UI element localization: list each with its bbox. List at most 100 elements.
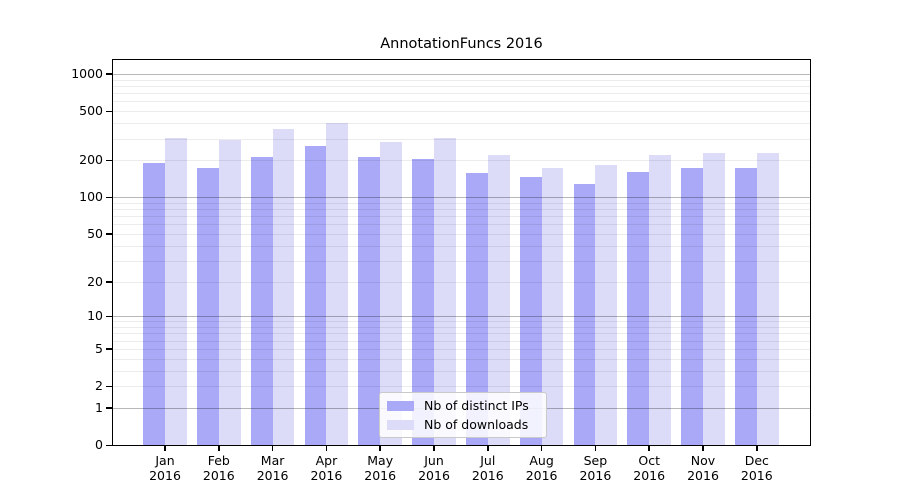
bar-downloads-aug: [541, 168, 564, 445]
y-tick-mark-1: [106, 407, 112, 409]
minor-gridline-20: [113, 281, 810, 283]
minor-gridline-400: [113, 123, 810, 125]
y-tick-label-200: 200: [79, 152, 103, 168]
minor-gridline-4: [113, 358, 810, 360]
bar-distinct-ips-apr: [304, 145, 327, 445]
minor-gridline-60: [113, 224, 810, 226]
x-tick-mark-jan: [164, 445, 166, 451]
bar-distinct-ips-nov: [681, 168, 703, 445]
bar-downloads-dec: [756, 153, 779, 445]
minor-gridline-800: [113, 85, 810, 87]
minor-gridline-3: [113, 370, 810, 372]
legend-swatch-distinct-ips: [387, 400, 414, 411]
bar-distinct-ips-mar: [250, 156, 273, 445]
minor-gridline-300: [113, 138, 810, 140]
minor-gridline-5: [113, 348, 810, 350]
minor-gridline-2: [113, 386, 810, 387]
y-tick-mark-200: [106, 159, 112, 162]
y-tick-label-10: 10: [87, 308, 103, 324]
minor-gridline-40: [113, 245, 810, 247]
x-tick-mark-jul: [487, 445, 489, 451]
bar-downloads-jan: [165, 138, 187, 445]
minor-gridline-6: [113, 340, 810, 342]
y-tick-mark-1000: [106, 73, 112, 75]
x-tick-mark-may: [379, 445, 381, 451]
y-tick-mark-0: [106, 444, 112, 446]
x-tick-label-jun: Jun 2016: [418, 453, 450, 483]
minor-gridline-70: [113, 216, 810, 218]
legend-swatch-downloads: [387, 419, 414, 430]
minor-gridline-700: [113, 93, 810, 95]
major-gridline-1000: [113, 73, 810, 75]
legend-label-distinct-ips: Nb of distinct IPs: [424, 398, 529, 413]
x-tick-mark-nov: [702, 445, 704, 451]
minor-gridline-30: [113, 260, 810, 262]
x-tick-mark-feb: [218, 445, 220, 451]
bar-downloads-feb: [218, 139, 241, 445]
y-tick-label-0: 0: [95, 437, 103, 452]
bar-downloads-may: [380, 142, 402, 445]
x-tick-mark-dec: [756, 445, 758, 451]
bar-downloads-sep: [595, 164, 618, 445]
major-gridline-100: [113, 197, 810, 199]
y-tick-label-500: 500: [79, 103, 103, 119]
bar-distinct-ips-may: [358, 157, 381, 445]
x-tick-mark-sep: [594, 445, 597, 451]
y-tick-mark-2: [106, 385, 112, 387]
y-tick-label-1000: 1000: [71, 65, 103, 81]
minor-gridline-200: [113, 160, 810, 162]
y-tick-label-50: 50: [87, 225, 103, 241]
bar-distinct-ips-feb: [197, 167, 219, 445]
y-tick-label-1: 1: [95, 399, 103, 415]
x-tick-mark-oct: [648, 445, 650, 451]
bar-downloads-mar: [272, 129, 295, 445]
bar-distinct-ips-dec: [735, 168, 757, 445]
y-tick-label-20: 20: [87, 273, 103, 289]
x-tick-mark-jun: [433, 445, 435, 451]
minor-gridline-90: [113, 202, 810, 204]
bar-distinct-ips-jul: [466, 172, 488, 445]
minor-gridline-80: [113, 209, 810, 211]
bar-downloads-jul: [487, 154, 510, 445]
y-tick-mark-500: [106, 110, 112, 113]
legend-row-distinct-ips: Nb of distinct IPs: [380, 397, 546, 414]
bar-distinct-ips-oct: [627, 172, 650, 445]
y-tick-label-100: 100: [79, 189, 103, 205]
legend-label-downloads: Nb of downloads: [424, 417, 529, 432]
y-tick-mark-10: [106, 315, 112, 318]
minor-gridline-7: [113, 333, 810, 335]
bar-distinct-ips-aug: [519, 176, 542, 445]
x-tick-label-sep: Sep 2016: [579, 453, 612, 483]
y-tick-mark-50: [106, 233, 112, 235]
plot-area: [112, 59, 811, 446]
x-tick-label-mar: Mar 2016: [256, 453, 289, 483]
legend: Nb of distinct IPs Nb of downloads: [379, 392, 547, 438]
legend-row-downloads: Nb of downloads: [380, 416, 546, 433]
bar-downloads-jun: [434, 137, 456, 445]
x-tick-label-feb: Feb 2016: [202, 453, 235, 483]
bar-distinct-ips-jun: [412, 159, 434, 445]
x-tick-label-may: May 2016: [364, 453, 397, 483]
x-tick-label-jan: Jan 2016: [149, 453, 181, 483]
minor-gridline-9: [113, 321, 810, 323]
x-tick-mark-aug: [540, 445, 543, 451]
bar-downloads-apr: [326, 123, 349, 445]
y-tick-mark-20: [106, 281, 112, 283]
minor-gridline-50: [113, 233, 810, 235]
minor-gridline-500: [113, 111, 810, 113]
x-tick-label-dec: Dec 2016: [740, 453, 773, 483]
bar-distinct-ips-jan: [143, 162, 165, 445]
x-tick-mark-mar: [271, 445, 274, 451]
x-tick-label-oct: Oct 2016: [633, 453, 666, 483]
x-tick-label-aug: Aug 2016: [525, 453, 558, 483]
x-tick-label-apr: Apr 2016: [310, 453, 343, 483]
y-tick-label-2: 2: [95, 378, 103, 393]
minor-gridline-600: [113, 101, 810, 103]
y-tick-mark-100: [106, 196, 112, 199]
chart-title: AnnotationFuncs 2016: [380, 36, 543, 52]
minor-gridline-900: [113, 79, 810, 81]
x-tick-label-jul: Jul 2016: [471, 453, 504, 483]
x-tick-label-nov: Nov 2016: [687, 453, 719, 483]
y-tick-mark-5: [106, 348, 112, 350]
